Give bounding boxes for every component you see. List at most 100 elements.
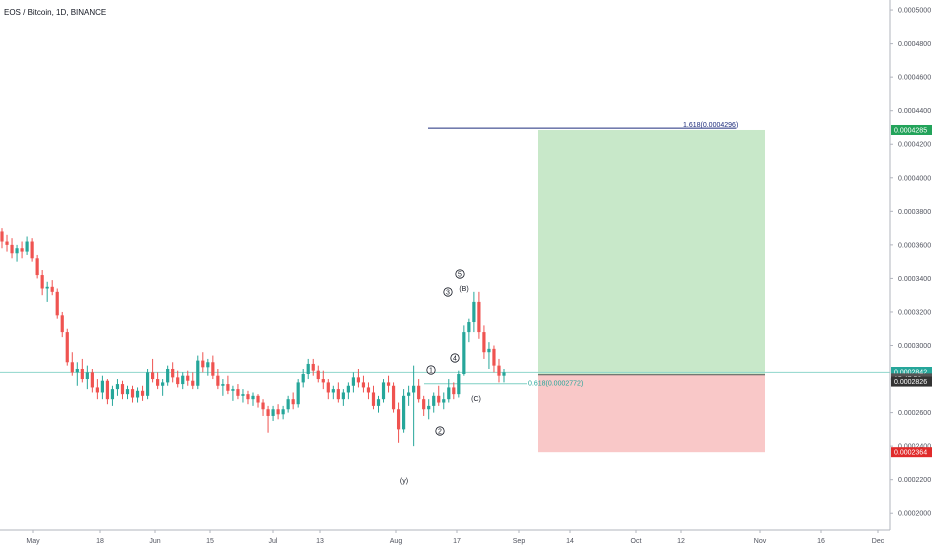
wave-2-label: 2 [438,428,442,435]
candle-body [20,248,24,252]
candle-body [151,372,155,380]
candle-body [216,375,220,386]
candle-body [467,322,471,333]
candle-body [492,348,496,366]
wave-5-label: 5 [458,271,462,278]
loss-zone [538,374,765,453]
candle-body [296,382,300,405]
price-tag-bg [891,376,932,387]
price-tag-bg [891,124,932,135]
candle-body [497,365,501,376]
candle-body [351,377,355,386]
candle-body [326,382,330,393]
y-tick-label: 0.0004000 [898,175,931,182]
candle-body [166,368,170,383]
price-tag: 0.0002364 [891,447,932,458]
candle-body [422,399,426,410]
candle-body [336,389,340,400]
candle-body [271,409,275,416]
price-tag-bg [891,367,932,378]
candle-body [226,384,230,391]
candle-body [437,395,441,403]
candle-body [462,332,466,375]
candle-body [346,385,350,393]
x-tick-label: 16 [817,538,825,545]
price-axis-bg [890,0,932,550]
candle-body [75,368,79,373]
candle-body [100,380,104,393]
candle-body [391,385,396,410]
wave-c-label: (C) [471,396,481,403]
candle-body [427,405,431,410]
x-tick-label: Nov [754,538,767,545]
candle-body [15,248,19,254]
candle-body [331,389,335,393]
candle-body [206,362,210,368]
candle-body [381,382,386,400]
x-tick-label: 14 [566,538,574,545]
y-tick-label: 0.0002400 [898,444,931,451]
candle-body [231,389,235,391]
candle-body [321,379,325,383]
profit-zone [538,129,765,375]
wave-1-label-circle [426,365,436,375]
candle-body [10,244,14,254]
y-tick-label: 0.0002200 [898,477,931,484]
candle-body [90,372,94,388]
candle-body [276,409,280,415]
candle-body [402,395,406,430]
wave-1-label: 1 [429,367,433,374]
fib-1618-label: 1.618(0.0004296) [683,122,738,129]
price-tag: 0.0004285 [891,124,932,135]
x-tick-label: 17 [453,538,461,545]
candle-body [145,372,150,396]
x-tick-label: May [26,538,40,545]
y-tick-label: 0.0003400 [898,276,931,283]
candle-body [40,275,44,289]
y-tick-label: 0.0004800 [898,41,931,48]
wave-4-label: 4 [453,355,457,362]
x-tick-label: Aug [390,538,403,545]
wave-4-label-circle [450,353,460,363]
candle-body [115,384,120,390]
candle-body [191,380,195,386]
y-tick-label: 0.0003000 [898,343,931,350]
candle-body [221,384,225,386]
candle-body [156,379,160,386]
candle-body [472,301,476,323]
candle-body [281,409,285,415]
candle-body [70,362,74,373]
candle-body [186,375,190,381]
candle-body [110,389,115,400]
candle-body [366,387,371,393]
y-tick-label: 0.0003800 [898,209,931,216]
candle-body [50,286,54,292]
candle-body [251,395,255,400]
candle-body [35,258,39,276]
candle-body [135,390,140,398]
x-tick-label: 15 [206,538,214,545]
candle-body [341,392,345,400]
price-tag-label: 0.0002842 [894,370,927,377]
candle-body [181,375,185,385]
candle-body [25,241,29,252]
y-tick-label: 0.0004400 [898,108,931,115]
x-tick-label: 12 [677,538,685,545]
y-tick-label: 0.0003600 [898,242,931,249]
candle-body [447,387,451,400]
candle-body [171,368,175,378]
candle-body [396,409,401,430]
candle-body [261,402,265,410]
candle-body [176,377,180,385]
price-tag: 0.0002826 [891,376,932,387]
price-tag-label: 0.0002364 [894,450,927,457]
candle-body [60,315,64,333]
x-tick-label: Jul [269,538,278,545]
candle-body [140,390,145,396]
price-tag: 0.0002842 [891,367,932,378]
candle-body [432,395,436,406]
chart-title: EOS / Bitcoin, 1D, BINANCE [4,8,107,17]
y-tick-label: 0.0003200 [898,309,931,316]
candle-body [246,394,250,400]
